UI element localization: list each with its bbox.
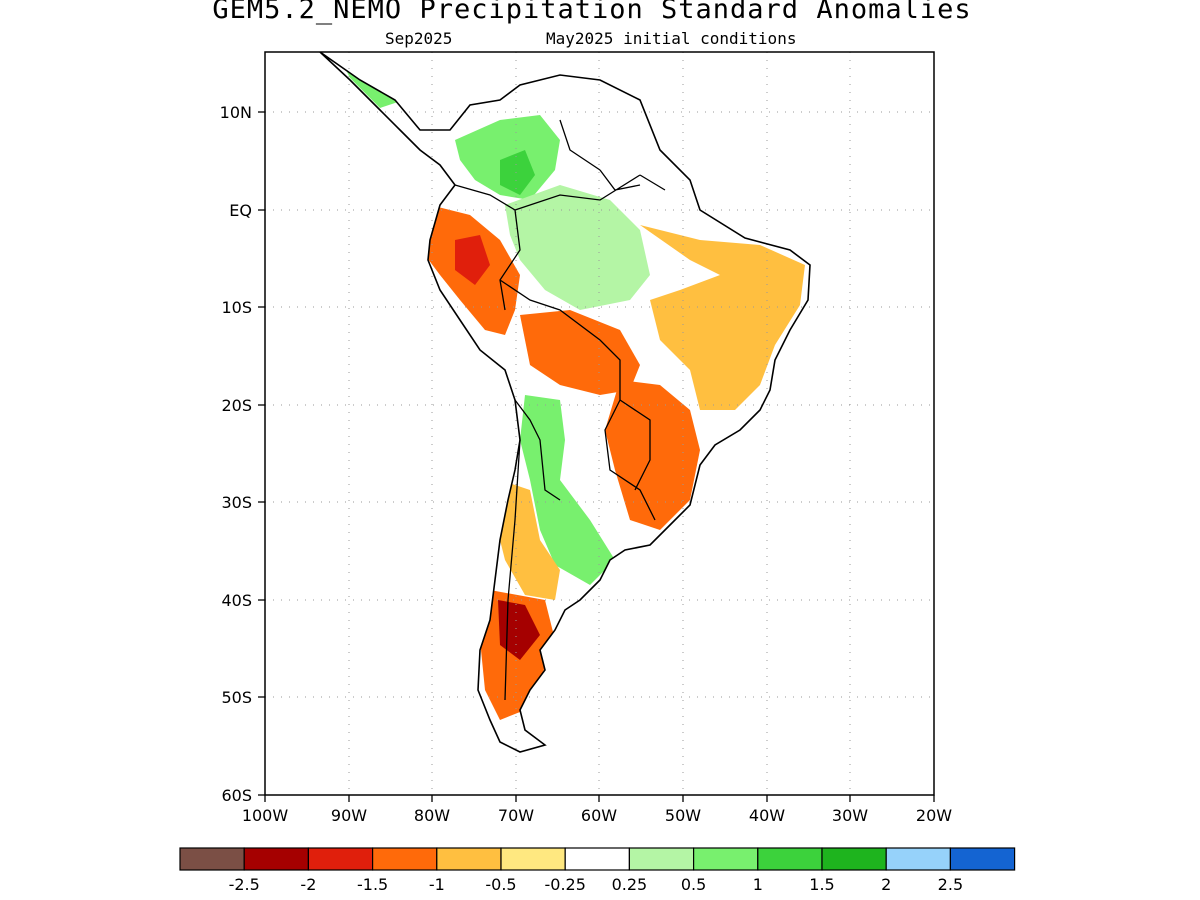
lat-tick-label: EQ [229, 201, 252, 220]
colorbar-swatch [436, 847, 502, 871]
nordeste-dry-anomaly [640, 225, 805, 410]
lon-tick-label: 70W [498, 806, 534, 825]
lon-tick-label: 100W [242, 806, 289, 825]
colorbar-label: -2.5 [229, 875, 260, 894]
patagonia-core-dry-anomaly [498, 600, 540, 660]
colorbar-swatch [757, 847, 823, 871]
coastline [319, 52, 811, 753]
anomaly-field [320, 52, 810, 752]
colorbar-label: 0.25 [612, 875, 648, 894]
lon-tick-label: 60W [581, 806, 617, 825]
lat-tick-label: 30S [221, 493, 252, 512]
colorbar-label: -2 [300, 875, 316, 894]
colorbar-swatch [949, 847, 1016, 871]
lat-tick-label: 20S [221, 396, 252, 415]
lat-tick-label: 10S [221, 298, 252, 317]
colorbar-label: -1 [429, 875, 445, 894]
lon-tick-label: 80W [414, 806, 450, 825]
southern-brazil-dry-anomaly [605, 380, 700, 530]
country-borders [454, 119, 666, 701]
lat-tick-label: 10N [220, 103, 252, 122]
colorbar-label: 1.5 [809, 875, 834, 894]
colorbar-swatch [179, 847, 245, 871]
lon-tick-label: 20W [916, 806, 952, 825]
colorbar: -2.5 -2 -1.5 -1 -0.5 -0.25 0.25 0.5 1 1.5 2 2.5 [179, 847, 1016, 894]
colorbar-swatch [307, 847, 374, 871]
colorbar-swatch [372, 847, 438, 871]
lon-tick-label: 30W [832, 806, 868, 825]
lat-tick-label: 40S [221, 591, 252, 610]
colorbar-label: -0.25 [544, 875, 585, 894]
map-title: GEM5.2_NEMO Precipitation Standard Anoma… [212, 0, 972, 25]
colorbar-label: 2.5 [938, 875, 963, 894]
peru-core-dry-anomaly [455, 235, 490, 285]
colorbar-swatch [885, 847, 952, 871]
colorbar-label: 1 [753, 875, 763, 894]
lon-tick-label: 50W [665, 806, 701, 825]
colorbar-swatch [243, 847, 309, 871]
amazon-wet-anomaly [505, 185, 650, 310]
colorbar-swatch [692, 847, 759, 871]
longitude-axis: 100W 90W 80W 70W 60W 50W 40W 30W 20W [242, 795, 952, 825]
colorbar-label: -0.5 [485, 875, 516, 894]
lon-tick-label: 40W [749, 806, 785, 825]
colorbar-swatch [628, 847, 695, 871]
colorbar-swatch [821, 847, 887, 871]
initial-conditions: May2025 initial conditions [546, 29, 797, 48]
lat-tick-label: 60S [221, 786, 252, 805]
lat-tick-label: 50S [221, 688, 252, 707]
amazon-core-wet-anomaly [500, 150, 535, 195]
forecast-month: Sep2025 [385, 29, 453, 48]
lon-tick-label: 90W [331, 806, 367, 825]
colorbar-swatch [564, 847, 631, 871]
bolivia-dry-anomaly [520, 310, 640, 395]
colorbar-label: 0.5 [681, 875, 706, 894]
colorbar-label: 2 [881, 875, 891, 894]
colorbar-label: -1.5 [357, 875, 388, 894]
latitude-axis: 10N EQ 10S 20S 30S 40S 50S 60S [220, 103, 265, 805]
colorbar-swatch [500, 847, 566, 871]
argentina-wet-anomaly [520, 395, 615, 585]
